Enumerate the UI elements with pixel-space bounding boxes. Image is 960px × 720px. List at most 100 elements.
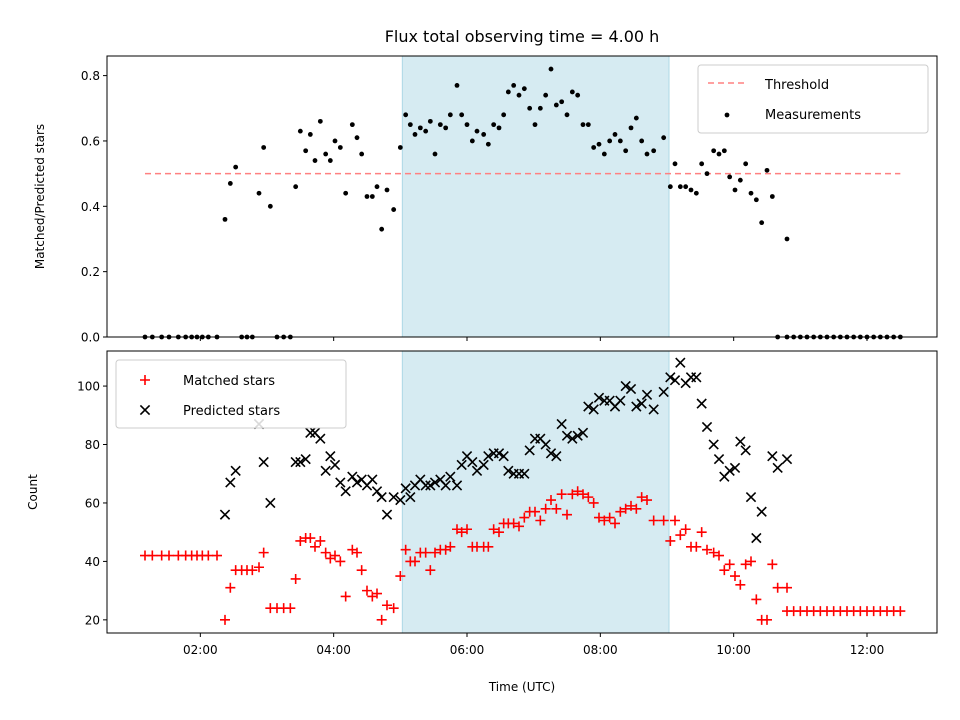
measurement-point (343, 190, 349, 196)
matched-star-point (147, 550, 158, 561)
matched-star-point (254, 562, 264, 573)
matched-star-point (388, 603, 399, 614)
measurement-point (369, 194, 375, 199)
measurement-point (564, 112, 570, 118)
measurement-point (464, 122, 470, 128)
measurement-point (349, 122, 355, 128)
measurement-point (580, 122, 586, 128)
legend-matched-label: Matched stars (183, 374, 275, 389)
matched-star-point (483, 541, 494, 552)
measurement-point (784, 236, 790, 242)
measurement-point (759, 220, 765, 226)
y-tick-label: 20 (85, 613, 100, 627)
matched-star-point (631, 503, 642, 514)
measurement-point (644, 151, 650, 157)
measurement-point (374, 184, 380, 190)
x-tick-label: 02:00 (183, 643, 218, 657)
predicted-star-point (325, 451, 336, 462)
measurement-point (688, 187, 694, 193)
measurement-point (596, 141, 602, 147)
matched-star-point (305, 533, 316, 544)
matched-star-point (735, 579, 746, 590)
measurement-point (454, 83, 460, 88)
x-tick-label: 06:00 (450, 643, 485, 657)
measurement-point (677, 184, 683, 190)
bottom-ticks: 20 40 60 80 100 02:00 04:00 06:00 08:00 10:00 12:0… (77, 380, 884, 657)
matched-star-point (696, 527, 707, 538)
predicted-star-point (648, 404, 659, 415)
predicted-star-point (219, 509, 231, 520)
measurement-point (537, 105, 543, 111)
matched-star-point (751, 594, 762, 605)
top-legend: Threshold Measurements (697, 64, 929, 134)
matched-star-point (164, 550, 174, 561)
measurement-point (532, 122, 538, 128)
predicted-star-point (498, 451, 509, 462)
predicted-star-point (429, 477, 441, 488)
predicted-star-point (445, 471, 456, 482)
matched-star-point (551, 503, 562, 514)
matched-star-point (556, 489, 567, 500)
measurement-point (672, 161, 678, 167)
measurement-point (699, 161, 705, 167)
predicted-star-point (751, 532, 762, 544)
matched-star-point (410, 556, 420, 567)
predicted-star-point (371, 486, 383, 497)
y-tick-label: 0.4 (81, 200, 100, 214)
matched-star-point (376, 614, 387, 625)
top-ticks: 0.0 0.2 0.4 0.6 0.8 (81, 69, 868, 345)
predicted-star-point (561, 430, 573, 441)
predicted-star-point (701, 421, 713, 433)
measurement-point (397, 145, 403, 150)
predicted-star-point (583, 401, 594, 412)
matched-star-point (395, 571, 406, 582)
predicted-star-point (400, 483, 411, 494)
matched-star-point (746, 556, 756, 567)
matched-star-point (762, 614, 772, 625)
predicted-star-point (641, 389, 653, 400)
measurement-point (437, 122, 443, 128)
predicted-star-point (781, 453, 793, 465)
predicted-star-point (615, 395, 626, 406)
measurement-point (432, 151, 438, 157)
matched-star-point (203, 550, 214, 561)
measurement-point (721, 148, 727, 154)
matched-star-point (588, 497, 599, 508)
x-tick-label: 08:00 (583, 643, 618, 657)
measurement-point (407, 122, 413, 128)
matched-star-point (372, 588, 382, 599)
measurement-point (337, 145, 343, 150)
matched-star-point (247, 565, 258, 576)
predicted-star-point (225, 477, 236, 488)
measurement-point (748, 190, 754, 196)
predicted-star-point (551, 451, 562, 462)
matched-star-point (648, 515, 659, 526)
matched-star-point (315, 535, 326, 546)
y-tick-label: 0.6 (81, 134, 100, 148)
measurement-point (527, 105, 533, 111)
measurement-point (651, 148, 657, 154)
measurement-point (391, 207, 397, 212)
measurement-point (222, 216, 228, 222)
bottom-legend-box (115, 359, 347, 429)
predicted-star-point (745, 491, 757, 503)
measurement-point (303, 148, 309, 154)
measurement-point (737, 177, 743, 183)
predicted-star-point (315, 433, 326, 444)
predicted-star-point (729, 462, 741, 474)
matched-star-point (562, 509, 572, 520)
measurement-point (607, 138, 613, 144)
matched-star-point (719, 565, 730, 576)
top-y-axis-label: Matched/Predicted stars (33, 124, 47, 269)
measurement-point (769, 194, 775, 199)
matched-star-points (140, 486, 906, 625)
measurement-point (516, 92, 522, 98)
predicted-star-point (577, 427, 589, 438)
predicted-star-point (735, 436, 746, 447)
measurement-point (732, 187, 738, 193)
top-highlight-band (401, 55, 670, 338)
measurement-point (575, 92, 581, 98)
predicted-star-point (340, 486, 351, 497)
measurement-point (293, 184, 299, 190)
